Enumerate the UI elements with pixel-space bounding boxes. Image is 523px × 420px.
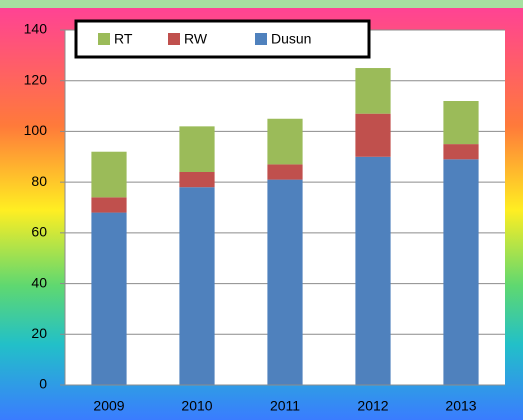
legend-label: RT [114,31,133,47]
y-tick-label: 40 [31,274,47,290]
bar-segment [267,179,303,385]
legend-box [74,19,371,59]
y-tick-label: 60 [31,224,47,240]
bar-segment [91,197,127,213]
legend: RT RW Dusun [74,19,371,59]
top-strip [0,0,523,8]
y-tick-label: 120 [24,71,48,87]
x-tick-label: 2011 [270,398,300,414]
bar-segment [355,113,391,157]
bar-segment [355,156,391,385]
x-tick-label: 2010 [181,398,212,414]
y-tick-label: 140 [24,21,48,37]
bar-segment [179,172,215,188]
x-tick-label: 2009 [93,398,124,414]
x-tick-label: 2012 [357,398,388,414]
x-tick-label: 2013 [445,398,476,414]
bar-segment [355,68,391,114]
legend-swatch [98,33,110,45]
legend-swatch [168,33,180,45]
bar-segment [443,159,479,385]
bar-segment [179,187,215,385]
y-tick-label: 0 [39,376,47,392]
bar-segment [443,101,479,145]
y-tick-label: 80 [31,173,47,189]
y-tick-label: 100 [24,122,48,138]
bars [91,68,479,385]
bar-segment [267,164,303,180]
bar-segment [443,144,479,160]
bar-segment [267,118,303,165]
axes: 0 20 40 60 80 100 120 140 2009 2010 2011 2012 2013 [24,21,505,414]
bar-segment [91,212,127,385]
legend-label: Dusun [271,31,311,47]
y-tick-label: 20 [31,325,47,341]
legend-swatch [255,33,267,45]
bar-segment [91,151,127,198]
legend-label: RW [184,31,208,47]
bar-segment [179,126,215,172]
